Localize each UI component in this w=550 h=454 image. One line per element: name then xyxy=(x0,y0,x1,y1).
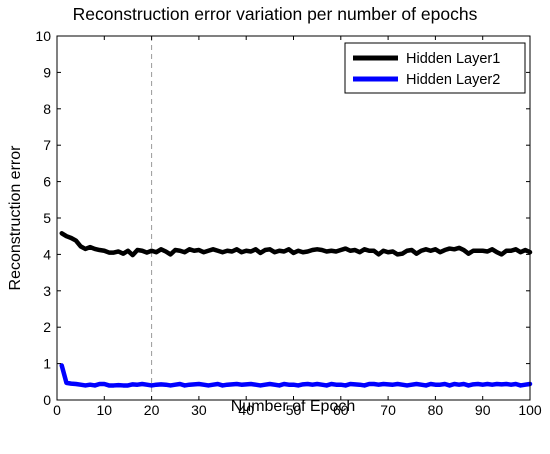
x-tick-label: 60 xyxy=(333,402,349,418)
series-line-hidden-layer2 xyxy=(59,363,533,388)
y-tick-label: 7 xyxy=(43,137,51,153)
y-tick-label: 2 xyxy=(43,319,51,335)
tick-layer: 0 10 20 30 40 50 60 70 80 90 100 0 1 2 3 4 5 6 7 8 9 10 xyxy=(35,28,541,418)
y-tick-label: 10 xyxy=(35,28,51,44)
y-tick-label: 0 xyxy=(43,392,51,408)
legend-box xyxy=(344,42,526,94)
chart-title: Reconstruction error variation per numbe… xyxy=(72,4,478,24)
x-tick-label: 30 xyxy=(191,402,207,418)
x-tick-label: 80 xyxy=(428,402,444,418)
x-tick-label: 0 xyxy=(53,402,61,418)
y-tick-label: 5 xyxy=(43,210,51,226)
y-tick-label: 4 xyxy=(43,246,51,262)
x-tick-label: 10 xyxy=(97,402,113,418)
legend: Hidden Layer1 Hidden Layer2 xyxy=(344,42,526,94)
x-axis-label: Number of Epoch xyxy=(230,398,356,415)
x-tick-label: 90 xyxy=(475,402,491,418)
y-tick-label: 9 xyxy=(43,64,51,80)
x-tick-label: 70 xyxy=(380,402,396,418)
x-tick-label: 40 xyxy=(238,402,254,418)
legend-label-hidden-layer2: Hidden Layer2 xyxy=(406,72,500,88)
y-tick-label: 3 xyxy=(43,283,51,299)
x-tick-label: 100 xyxy=(518,402,542,418)
y-tick-label: 8 xyxy=(43,101,51,117)
series-layer xyxy=(59,231,533,388)
x-tick-label: 50 xyxy=(286,402,302,418)
legend-label-hidden-layer1: Hidden Layer1 xyxy=(406,51,500,67)
y-tick-label: 1 xyxy=(43,356,51,372)
series-line-hidden-layer1 xyxy=(59,231,533,258)
y-tick-label: 6 xyxy=(43,174,51,190)
x-tick-label: 20 xyxy=(144,402,160,418)
